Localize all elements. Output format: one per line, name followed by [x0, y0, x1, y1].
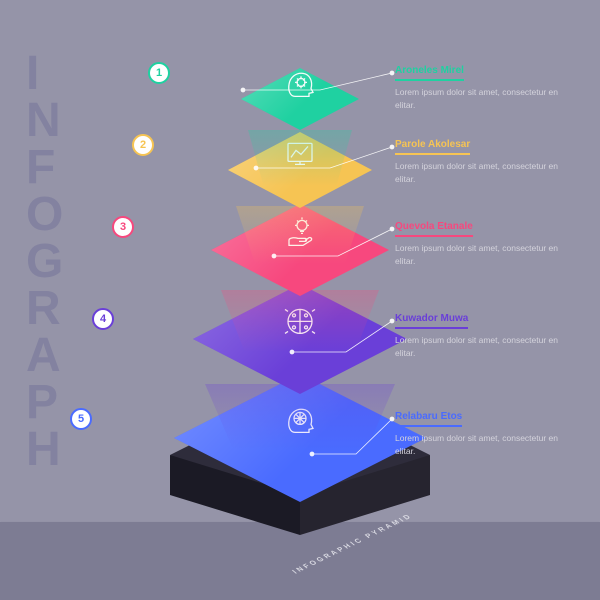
item-body: Lorem ipsum dolor sit amet, consectetur … — [395, 334, 570, 360]
item-1: Aroneles Mirel Lorem ipsum dolor sit amet… — [395, 60, 570, 112]
pyramid-layers — [170, 58, 430, 498]
light-beam — [236, 206, 364, 264]
number-badge-3: 3 — [112, 216, 134, 238]
item-title: Quevola Etanale — [395, 221, 473, 237]
item-3: Quevola Etanale Lorem ipsum dolor sit ame… — [395, 216, 570, 268]
item-5: Relabaru Etos Lorem ipsum dolor sit amet,… — [395, 406, 570, 458]
head-gear-icon — [283, 66, 317, 100]
item-body: Lorem ipsum dolor sit amet, consectetur … — [395, 242, 570, 268]
item-title: Relabaru Etos — [395, 411, 462, 427]
light-beam — [221, 290, 379, 352]
number-badge-2: 2 — [132, 134, 154, 156]
item-body: Lorem ipsum dolor sit amet, consectetur … — [395, 432, 570, 458]
item-4: Kuwador Muwa Lorem ipsum dolor sit amet, … — [395, 308, 570, 360]
item-title: Parole Akolesar — [395, 139, 470, 155]
number-badge-4: 4 — [92, 308, 114, 330]
light-beam — [248, 130, 352, 186]
item-body: Lorem ipsum dolor sit amet, consectetur … — [395, 160, 570, 186]
item-2: Parole Akolesar Lorem ipsum dolor sit ame… — [395, 134, 570, 186]
item-body: Lorem ipsum dolor sit amet, consectetur … — [395, 86, 570, 112]
number-badge-1: 1 — [148, 62, 170, 84]
item-title: Kuwador Muwa — [395, 313, 468, 329]
layer-1 — [241, 68, 359, 130]
light-beam — [205, 384, 395, 450]
number-badge-5: 5 — [70, 408, 92, 430]
vertical-title: INFOGRAPH — [26, 50, 67, 473]
item-title: Aroneles Mirel — [395, 65, 464, 81]
